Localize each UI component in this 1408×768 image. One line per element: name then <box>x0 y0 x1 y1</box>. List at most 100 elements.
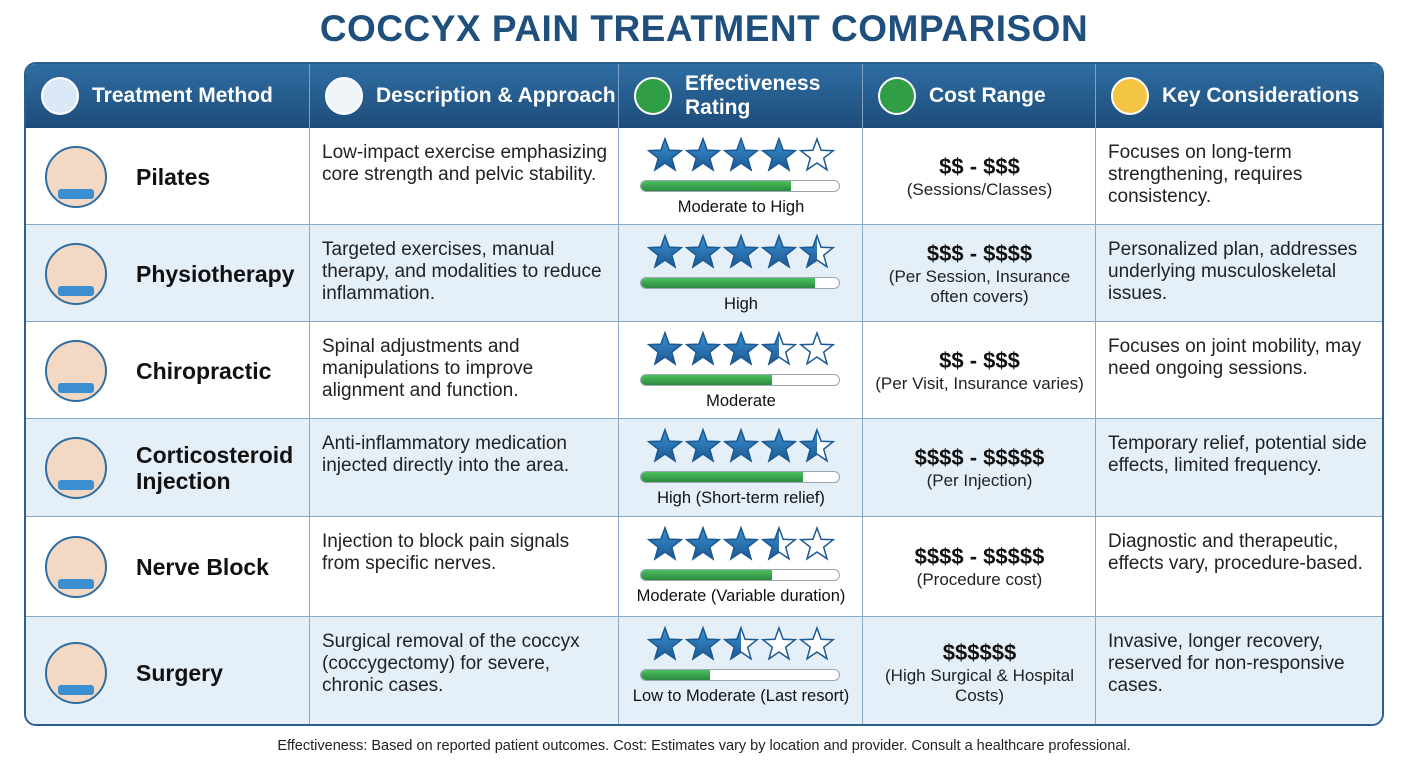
considerations: Diagnostic and therapeutic, effects vary… <box>1108 531 1363 574</box>
cost-note: (Per Session, Insurance often covers) <box>888 266 1071 306</box>
icon-circle <box>878 77 916 115</box>
star-fill <box>724 625 741 661</box>
table-cell <box>310 225 619 322</box>
rating-label: High <box>724 295 758 313</box>
considerations: Invasive, longer recovery, reserved for … <box>1108 631 1345 696</box>
header-icon <box>325 77 363 115</box>
table-cell <box>863 517 1096 617</box>
star-fill <box>724 525 758 561</box>
star-fill <box>724 136 758 172</box>
description: Anti-inflammatory medication injected di… <box>322 433 570 476</box>
cost-note: (High Surgical & Hospital Costs) <box>885 665 1074 705</box>
cost-note: (Per Injection) <box>926 471 1033 490</box>
star-fill <box>762 330 779 366</box>
star-fill <box>686 427 720 463</box>
effectiveness-bar-track <box>640 180 840 192</box>
cost: $$$$ - $$$$$ <box>914 544 1045 569</box>
table-cell <box>1096 517 1382 617</box>
star-fill <box>724 233 758 269</box>
considerations: Focuses on long-term strengthening, requ… <box>1108 142 1303 207</box>
header-text: Key Considerations <box>1162 84 1360 107</box>
star-fill <box>686 525 720 561</box>
star-fill <box>724 427 758 463</box>
cost-block: $$$$ - $$$$$ (Procedure cost) <box>863 517 1096 617</box>
table-cell <box>863 322 1096 419</box>
star-fill <box>648 427 682 463</box>
footer: Effectiveness: Based on reported patient… <box>277 738 1131 754</box>
description: Low-impact exercise emphasizing core str… <box>322 142 608 185</box>
star-fill <box>686 625 720 661</box>
cost-note: (Sessions/Classes) <box>906 179 1053 199</box>
star-fill <box>724 330 758 366</box>
effectiveness-bar-track <box>640 277 840 289</box>
star-fill <box>762 136 796 172</box>
table-cell <box>310 517 619 617</box>
row-icon <box>45 437 107 499</box>
star-outline <box>760 625 798 661</box>
icon-circle <box>634 77 672 115</box>
method-name: Physiotherapy <box>136 260 295 287</box>
table-cell <box>1096 617 1382 724</box>
header-text: Treatment Method <box>92 84 273 107</box>
header-text: Effectiveness Rating <box>685 72 821 119</box>
title: COCCYX PAIN TREATMENT COMPARISON <box>319 8 1089 49</box>
icon-detail <box>58 579 94 589</box>
row-icon <box>45 145 107 208</box>
method-name: Chiropractic <box>136 357 272 384</box>
row-icon <box>45 641 107 704</box>
effectiveness-bar-fill <box>641 570 772 580</box>
effectiveness-bar-fill <box>641 670 711 680</box>
star-outline <box>798 136 836 172</box>
header-cell: Description & Approach <box>310 64 619 128</box>
table-cell <box>310 128 619 225</box>
rating-label: Moderate <box>706 392 776 410</box>
cost-note: (Procedure cost) <box>916 570 1043 589</box>
method-name: Pilates <box>136 163 211 190</box>
table-cell <box>1096 419 1382 517</box>
effectiveness-bar-fill <box>641 375 772 385</box>
table: Treatment Method Description & Approach Ef… <box>24 62 1384 726</box>
icon-detail <box>58 684 94 695</box>
star-fill <box>648 233 682 269</box>
table-cell <box>310 322 619 419</box>
star-fill <box>800 427 817 463</box>
effectiveness-bar-track <box>640 471 840 483</box>
header-cell: Key Considerations <box>1096 64 1382 128</box>
star-fill <box>648 330 682 366</box>
rating-label: Moderate to High <box>677 198 805 216</box>
table-cell <box>1096 225 1382 322</box>
table-cell <box>1096 128 1382 225</box>
star-rating <box>646 625 836 661</box>
effectiveness-bar-fill <box>641 181 792 191</box>
cost-block: $$$$ - $$$$$ (Per Injection) <box>863 419 1096 517</box>
star-fill <box>648 625 682 661</box>
cost: $$ - $$$ <box>939 153 1020 179</box>
cost-note: (Per Visit, Insurance varies) <box>875 373 1084 393</box>
effectiveness-bar-track <box>640 669 840 681</box>
star-fill <box>686 233 720 269</box>
cost-block: $$$$$$ (High Surgical & Hospital Costs) <box>863 617 1096 724</box>
rating-label: High (Short-term relief) <box>657 489 825 507</box>
cost-block: $$ - $$$ (Sessions/Classes) <box>863 128 1096 225</box>
star-fill <box>800 233 817 269</box>
table-cell <box>863 225 1096 322</box>
cost: $$$$$$ <box>942 639 1017 665</box>
star-fill <box>686 330 720 366</box>
row-icon <box>45 339 107 402</box>
star-fill <box>762 233 796 269</box>
table-cell <box>1096 322 1382 419</box>
table-cell <box>863 128 1096 225</box>
cost-block: $$$ - $$$$ (Per Session, Insurance often … <box>863 225 1096 322</box>
rating-label: Low to Moderate (Last resort) <box>632 687 850 705</box>
header-cell: Effectiveness Rating <box>619 64 863 128</box>
star-fill <box>762 427 796 463</box>
star-rating <box>646 233 836 269</box>
icon-circle <box>41 77 79 115</box>
star-outline <box>798 525 836 561</box>
icon-circle <box>325 77 363 115</box>
description: Targeted exercises, manual therapy, and … <box>322 239 602 304</box>
header-icon <box>878 77 916 115</box>
considerations: Temporary relief, potential side effects… <box>1108 433 1367 476</box>
header-icon <box>1111 77 1149 115</box>
star-rating <box>646 136 836 172</box>
